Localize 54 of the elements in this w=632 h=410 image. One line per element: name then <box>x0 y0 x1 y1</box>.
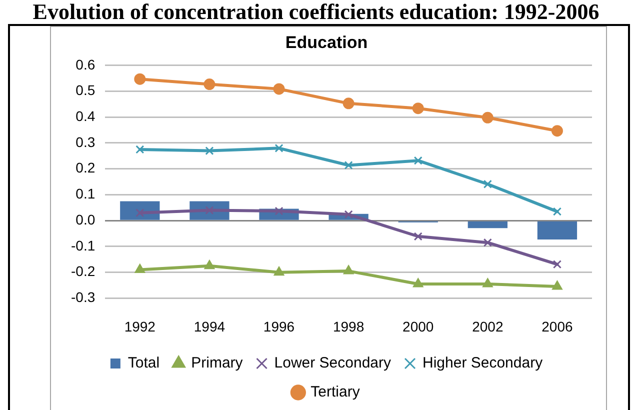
y-tick-label: 0.1 <box>76 186 96 202</box>
point <box>205 146 214 156</box>
point <box>413 278 424 288</box>
point <box>134 264 145 273</box>
point <box>344 160 353 170</box>
point <box>204 260 215 270</box>
legend-label: Higher Secondary <box>422 354 544 372</box>
y-tick-label: 0.5 <box>76 82 96 98</box>
x-tick-label: 1998 <box>332 318 364 334</box>
point <box>414 232 422 241</box>
y-tick-label: 0.4 <box>76 108 96 124</box>
point <box>552 207 562 216</box>
chart-subtitle: Education <box>285 32 368 52</box>
point <box>342 98 354 110</box>
x-tick-label: 1994 <box>194 318 226 334</box>
point <box>204 78 216 90</box>
chart-title: Evolution of concentration coefficients education: 1992-2006 <box>32 0 600 24</box>
point <box>551 125 563 137</box>
point <box>483 180 492 188</box>
y-tick-label: 0.0 <box>76 211 96 228</box>
x-tick-label: 2002 <box>472 318 504 334</box>
point <box>134 73 146 85</box>
point <box>552 260 562 269</box>
y-tick-label: 0.3 <box>76 134 96 150</box>
point <box>344 210 353 219</box>
y-tick-label: 0.6 <box>76 56 96 72</box>
y-tick-label: 0.2 <box>76 160 96 176</box>
point <box>274 144 284 152</box>
legend-label: Primary <box>191 354 244 372</box>
point <box>136 145 144 154</box>
point <box>274 266 284 276</box>
point <box>414 156 422 165</box>
point <box>205 206 214 215</box>
y-tick-label: -0.3 <box>71 289 96 306</box>
bar <box>537 221 578 240</box>
point <box>412 102 424 114</box>
point <box>482 112 494 124</box>
y-tick-label: -0.1 <box>71 237 96 254</box>
bar <box>468 221 508 228</box>
x-tick-label: 2000 <box>402 318 434 334</box>
legend-label: Lower Secondary <box>274 354 392 372</box>
x-tick-label: 2006 <box>542 318 574 334</box>
legend-label: Total <box>128 354 160 372</box>
point <box>483 238 492 247</box>
point <box>343 265 354 274</box>
point <box>136 208 144 218</box>
point <box>552 280 562 290</box>
point <box>273 83 285 95</box>
x-tick-label: 1996 <box>263 318 295 334</box>
y-tick-label: -0.2 <box>71 263 96 280</box>
point <box>274 206 284 216</box>
point <box>482 278 493 288</box>
x-tick-label: 1992 <box>124 318 156 334</box>
legend-label: Tertiary <box>310 384 360 401</box>
